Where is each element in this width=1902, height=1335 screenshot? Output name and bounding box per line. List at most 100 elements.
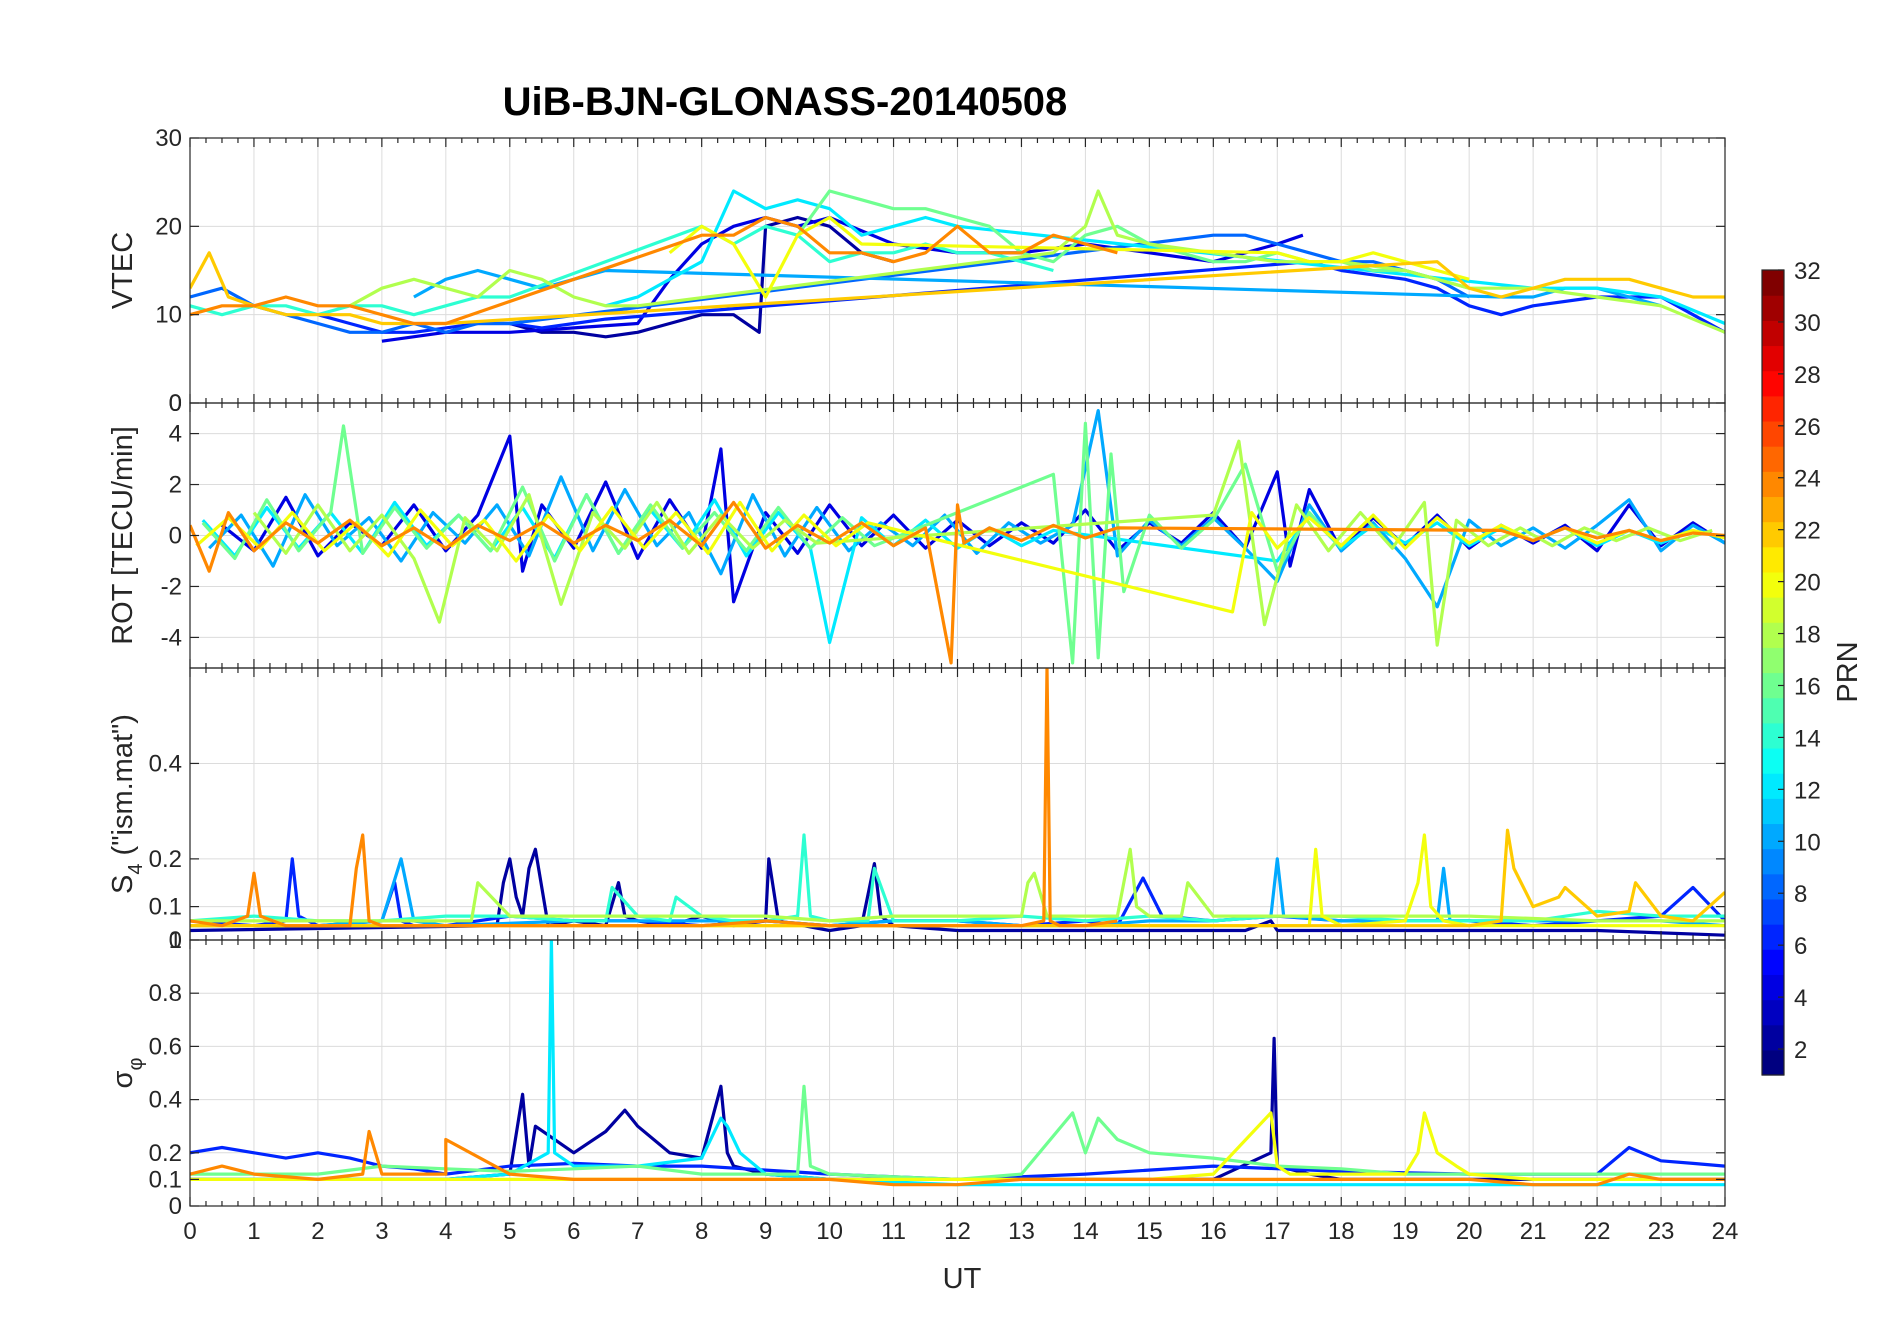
x-tick-label: 24	[1712, 1218, 1739, 1245]
y-tick-label-s4: 0.1	[149, 894, 182, 921]
series-sigma_phi-prn12	[190, 940, 1725, 1187]
x-tick-label: 7	[631, 1218, 644, 1245]
colorbar-swatch	[1762, 471, 1784, 498]
colorbar-swatch	[1762, 773, 1784, 799]
x-tick-label: 16	[1200, 1218, 1227, 1245]
y-tick-label-sigma_phi: 0.6	[149, 1033, 182, 1060]
y-tick-label-s4: 0.4	[149, 750, 182, 777]
x-tick-label: 4	[439, 1218, 452, 1245]
x-tick-label: 5	[503, 1218, 516, 1245]
y-tick-label-rot: -2	[161, 573, 182, 600]
x-tick-label: 14	[1072, 1218, 1099, 1245]
colorbar-swatch	[1762, 1049, 1784, 1076]
colorbar-swatch	[1762, 999, 1784, 1026]
y-tick-label-sigma_phi: 0.1	[149, 1166, 182, 1193]
panel-sigma_phi: 00.10.20.40.60.810 1 2 3 4 5 6 7 8 9 10 11 12 13 14 15 1…	[107, 927, 1738, 1245]
colorbar-swatch	[1762, 521, 1784, 548]
y-tick-label-vtec: 30	[155, 125, 182, 152]
series-s4-prn24	[190, 668, 1118, 928]
y-axis-label-vtec: VTEC	[107, 232, 139, 309]
y-axis-label-sub: φ	[125, 1058, 147, 1071]
colorbar-tick-label: 32	[1794, 258, 1821, 285]
colorbar-swatch	[1762, 873, 1784, 900]
y-axis-label-rest: ("ism.mat")	[107, 714, 139, 863]
colorbar-swatch	[1762, 924, 1784, 950]
colorbar-label: PRN	[1832, 641, 1864, 702]
y-tick-label-vtec: 10	[155, 302, 182, 329]
x-tick-label: 17	[1264, 1218, 1291, 1245]
y-tick-label-vtec: 20	[155, 213, 182, 240]
colorbar-tick-label: 16	[1794, 673, 1821, 700]
series-vtec-prn2	[509, 215, 894, 339]
colorbar-tick-label: 22	[1794, 518, 1821, 545]
y-axis-label-main: S	[107, 875, 139, 894]
series-vtec-prn18	[349, 189, 1725, 334]
y-tick-label-rot: 0	[169, 390, 182, 417]
colorbar-swatch	[1762, 320, 1784, 347]
colorbar-tick-label: 18	[1794, 622, 1821, 649]
colorbar-swatch	[1762, 647, 1784, 674]
colorbar-tick-label: 6	[1794, 933, 1807, 960]
x-tick-label: 1	[247, 1218, 260, 1245]
y-tick-label-rot: 4	[169, 421, 182, 448]
colorbar-swatch	[1762, 798, 1784, 825]
series-vtec-prn20	[668, 215, 1470, 299]
colorbar-tick-label: 26	[1794, 414, 1821, 441]
y-axis-label-main: σ	[107, 1070, 139, 1088]
series-rot-prn10	[208, 409, 1725, 609]
y-axis-label-sigma_phi: σφ	[107, 1058, 147, 1089]
series-sigma_phi-prn24	[190, 1129, 1725, 1187]
y-axis-label-rot: ROT [TECU/min]	[107, 426, 139, 645]
colorbar-swatch	[1762, 898, 1784, 925]
x-tick-label: 11	[881, 1218, 906, 1245]
y-tick-label-s4: 0	[169, 927, 182, 954]
series-rot-prn4	[221, 434, 1725, 604]
colorbar-swatch	[1762, 420, 1784, 447]
x-tick-label: 15	[1136, 1218, 1163, 1245]
colorbar-swatch	[1762, 747, 1784, 774]
x-tick-label: 10	[816, 1218, 843, 1245]
x-tick-label: 12	[944, 1218, 971, 1245]
x-tick-label: 13	[1008, 1218, 1035, 1245]
series-rot-prn24	[190, 500, 1725, 665]
colorbar-swatch	[1762, 496, 1784, 523]
panel-s4: 0.1 0.2 0.4 0 S4 ("ism.mat")	[107, 667, 1726, 954]
series-vtec-prn22	[190, 251, 1725, 326]
x-tick-label: 0	[183, 1218, 196, 1245]
x-tick-label: 9	[759, 1218, 772, 1245]
colorbar-swatch	[1762, 446, 1784, 472]
colorbar-tick-label: 10	[1794, 829, 1821, 856]
colorbar-tick-label: 30	[1794, 310, 1821, 337]
x-axis-label: UT	[943, 1263, 982, 1295]
colorbar-tick-label: 4	[1794, 985, 1807, 1012]
colorbar-swatch	[1762, 823, 1784, 850]
series-rot-prn12	[201, 493, 1694, 645]
y-axis-label-sub: 4	[125, 864, 147, 875]
x-tick-label: 21	[1520, 1218, 1547, 1245]
colorbar-swatch	[1762, 270, 1784, 296]
colorbar-tick-label: 28	[1794, 362, 1821, 389]
series-rot-prn20	[195, 500, 1725, 614]
figure-title: UiB-BJN-GLONASS-20140508	[503, 80, 1068, 124]
colorbar-tick-label: 24	[1794, 466, 1821, 493]
colorbar-swatch	[1762, 697, 1784, 724]
series-s4-prn18	[190, 847, 1725, 923]
series-s4-prn14	[190, 833, 1725, 923]
x-tick-label: 3	[375, 1218, 388, 1245]
y-tick-label-s4: 0.2	[149, 846, 182, 873]
y-tick-label-sigma_phi: 1	[169, 927, 182, 954]
series-sigma_phi-prn20	[190, 1111, 1725, 1181]
colorbar-swatch	[1762, 622, 1784, 648]
colorbar-tick-label: 12	[1794, 777, 1821, 804]
colorbar-swatch	[1762, 370, 1784, 397]
colorbar-swatch	[1762, 571, 1784, 598]
panel-vtec: 0 10 20 30 VTEC	[107, 125, 1726, 417]
y-tick-label-sigma_phi: 0.4	[149, 1087, 182, 1114]
series-vtec-prn24	[190, 215, 1118, 326]
colorbar-swatch	[1762, 672, 1784, 699]
x-tick-label: 20	[1456, 1218, 1483, 1245]
colorbar-tick-label: 20	[1794, 570, 1821, 597]
